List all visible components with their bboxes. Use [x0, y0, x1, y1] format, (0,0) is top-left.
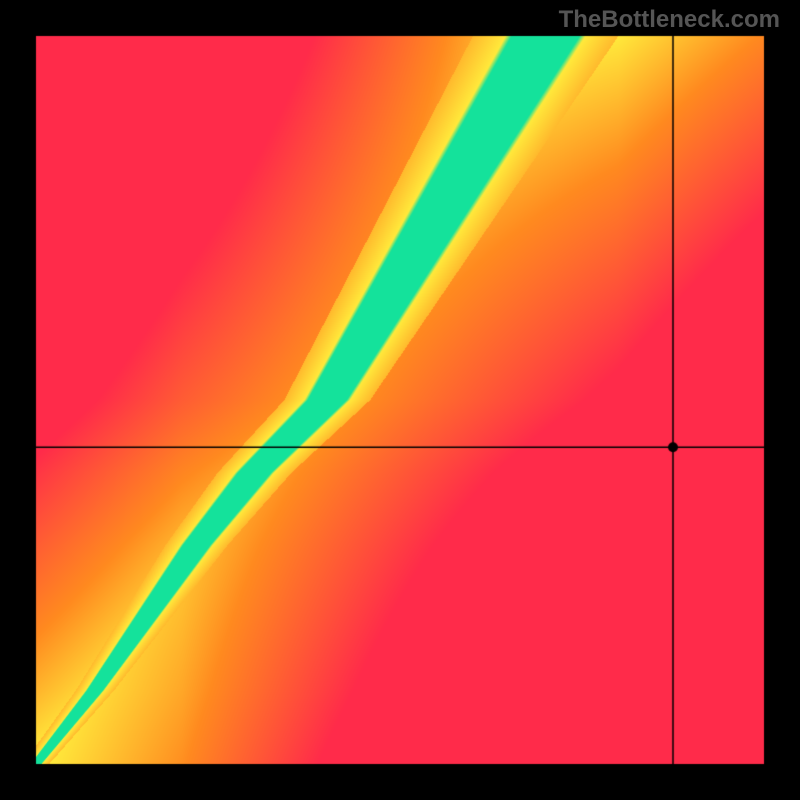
chart-container: TheBottleneck.com — [0, 0, 800, 800]
heatmap-canvas — [0, 0, 800, 800]
